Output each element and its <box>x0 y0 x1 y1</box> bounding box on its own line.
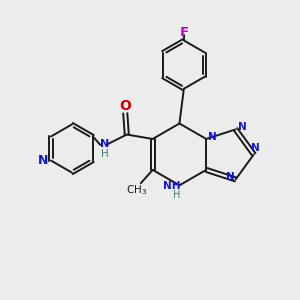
Text: N: N <box>208 133 217 142</box>
Text: N: N <box>100 139 109 149</box>
Text: O: O <box>119 99 131 113</box>
Text: F: F <box>179 26 188 39</box>
Text: H: H <box>173 190 181 200</box>
Text: N: N <box>251 143 260 153</box>
Text: N: N <box>38 154 48 167</box>
Text: CH$_3$: CH$_3$ <box>126 183 147 196</box>
Text: N: N <box>238 122 247 132</box>
Text: N: N <box>226 172 235 182</box>
Text: NH: NH <box>163 181 181 191</box>
Text: H: H <box>101 149 109 159</box>
